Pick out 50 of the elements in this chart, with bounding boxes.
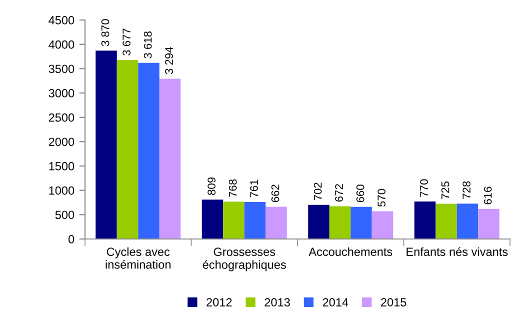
data-label: 809 bbox=[208, 177, 216, 195]
bar bbox=[308, 204, 330, 239]
y-tick-label: 3000 bbox=[48, 89, 74, 98]
data-label: 725 bbox=[441, 181, 450, 199]
data-label: 3 294 bbox=[165, 47, 173, 74]
data-label: 660 bbox=[356, 184, 364, 202]
bar bbox=[478, 209, 500, 239]
bar bbox=[372, 211, 394, 239]
y-tick-label: 3500 bbox=[48, 64, 74, 74]
bar bbox=[456, 204, 478, 239]
y-tick-label: 2500 bbox=[48, 113, 74, 122]
bar bbox=[436, 204, 457, 239]
y-tick-label: 1000 bbox=[49, 186, 74, 195]
legend-label: 2015 bbox=[381, 298, 406, 306]
bar bbox=[138, 62, 160, 239]
y-tick-label: 0 bbox=[68, 235, 74, 244]
x-tick-label: Enfants nés vivants bbox=[406, 247, 508, 256]
data-label: 616 bbox=[484, 186, 492, 204]
bar bbox=[329, 206, 351, 239]
data-label: 761 bbox=[250, 180, 258, 198]
bar bbox=[202, 200, 224, 239]
legend-label: 2014 bbox=[322, 298, 348, 306]
y-tick-label: 2000 bbox=[48, 138, 74, 146]
data-label: 728 bbox=[462, 181, 470, 199]
data-label: 770 bbox=[420, 179, 428, 197]
data-label: 662 bbox=[271, 184, 280, 202]
x-tick-label: Accouchements bbox=[308, 247, 392, 256]
y-tick-label: 500 bbox=[55, 210, 74, 220]
bar bbox=[350, 206, 372, 239]
y-tick-label: 4500 bbox=[48, 16, 74, 24]
bar bbox=[223, 202, 244, 239]
bar bbox=[244, 202, 266, 239]
data-label: 702 bbox=[314, 182, 322, 200]
bar bbox=[96, 50, 117, 239]
x-tick-label: Grossesses échographiques bbox=[202, 248, 286, 272]
data-label: 570 bbox=[378, 188, 386, 207]
data-label: 768 bbox=[228, 179, 237, 197]
data-label: 3 677 bbox=[122, 28, 130, 56]
bar bbox=[116, 60, 138, 239]
legend-label: 2012 bbox=[206, 298, 232, 306]
y-tick-label: 4000 bbox=[48, 40, 74, 49]
x-tick-label: Cycles avec insémination bbox=[106, 247, 170, 269]
bar bbox=[266, 206, 287, 239]
data-label: 3 870 bbox=[101, 19, 110, 46]
y-tick-label: 1500 bbox=[49, 162, 74, 170]
legend-label: 2013 bbox=[264, 298, 290, 306]
bar bbox=[414, 202, 436, 239]
data-label: 3 618 bbox=[144, 31, 152, 58]
data-label: 672 bbox=[335, 184, 343, 202]
bar bbox=[159, 78, 181, 239]
